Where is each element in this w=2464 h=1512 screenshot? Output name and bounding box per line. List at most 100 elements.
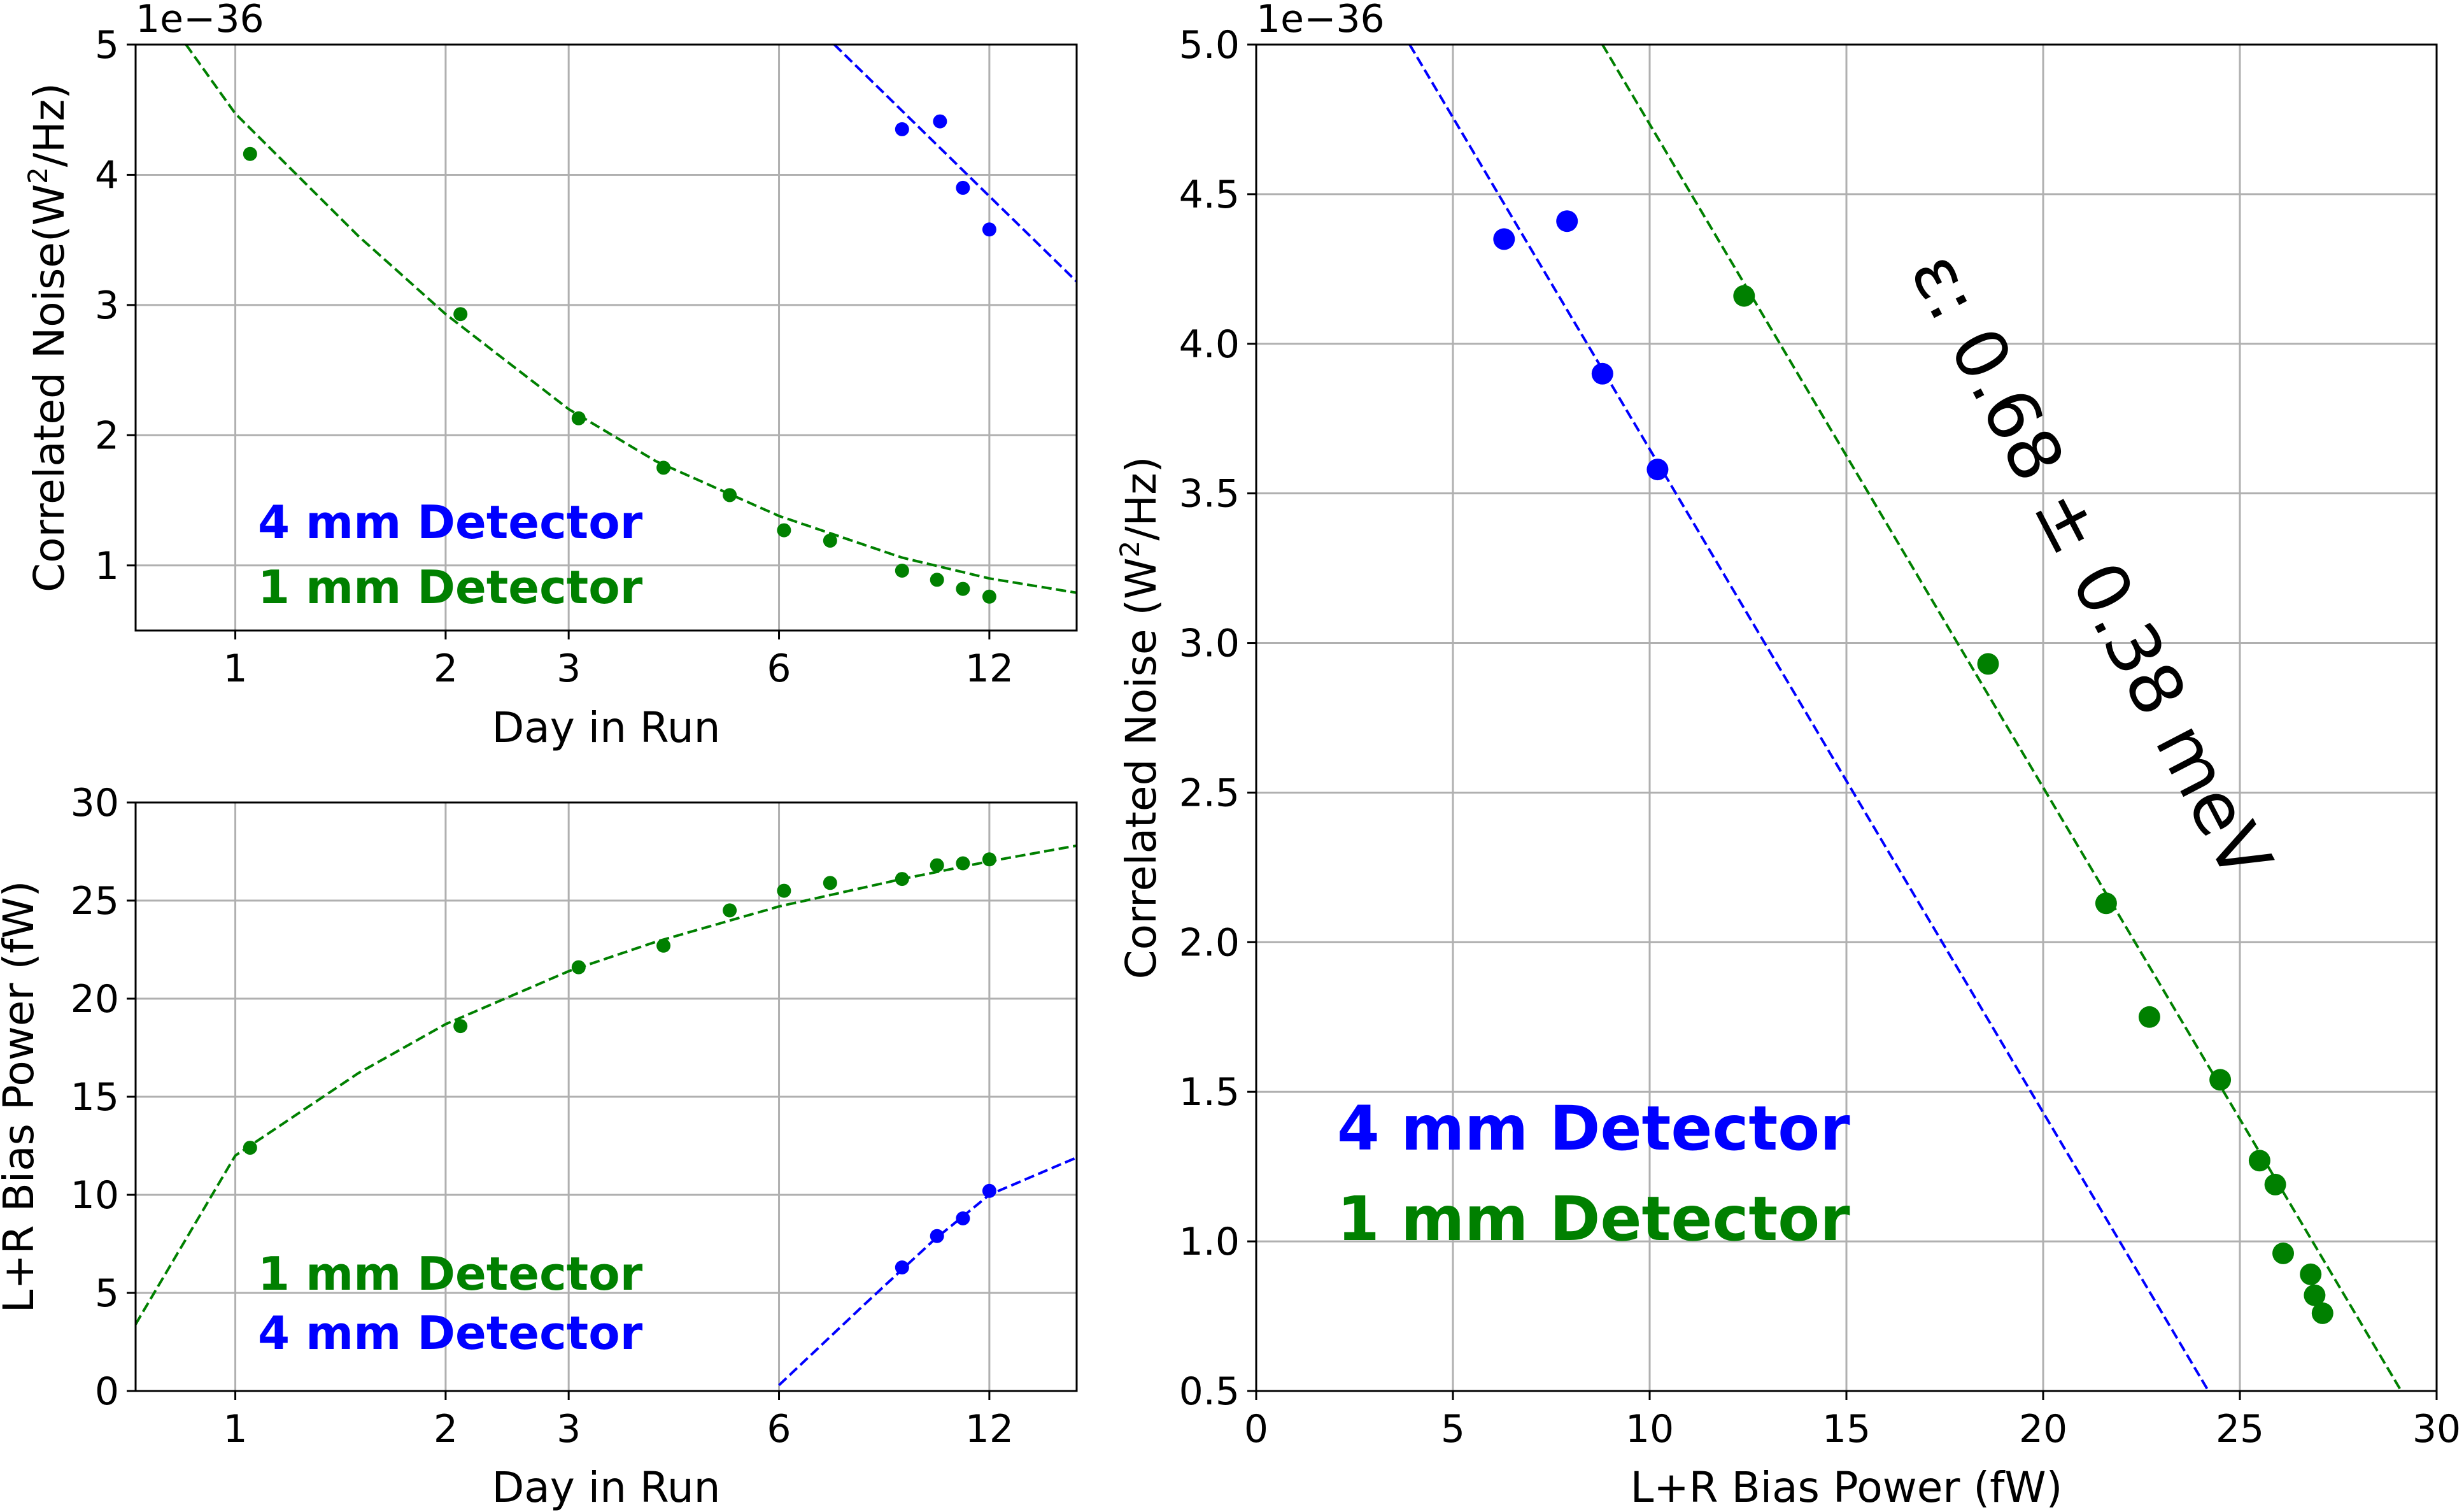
noise-vs-power-y-tick-label: 3.0 (1179, 622, 1240, 666)
power-vs-day-y-ticks: 0 5 10 15 20 25 30 (71, 781, 136, 1414)
power-vs-day-y-tick-label: 5 (95, 1271, 119, 1316)
power-vs-day-point-1-mm-detector (777, 883, 791, 898)
noise-vs-power-points (1493, 210, 2333, 1324)
noise-vs-power-y-ticks: 0.5 1.0 1.5 2.0 2.5 3.0 3.5 4.0 4.5 5.0 (1179, 23, 1256, 1414)
power-vs-day-point-1-mm-detector (723, 903, 737, 918)
power-vs-day-x-tick-label: 1 (223, 1407, 247, 1451)
noise-vs-power-point-1-mm-detector (2095, 892, 2117, 915)
noise-vs-day-legend-1mm: 1 mm Detector (258, 560, 643, 614)
noise-vs-power-x-tick-label: 5 (1441, 1407, 1465, 1451)
power-vs-day-point-1-mm-detector (571, 960, 586, 974)
noise-vs-day-fit-lines (185, 45, 1077, 594)
power-vs-day-point-1-mm-detector (895, 872, 909, 887)
noise-vs-power-legend-4mm: 4 mm Detector (1337, 1093, 1850, 1164)
noise-vs-day-point-4-mm-detector (933, 114, 947, 129)
power-vs-day-grid (136, 801, 1077, 1392)
noise-vs-day-point-1-mm-detector (930, 573, 944, 587)
noise-vs-power-panel: 0 5 10 15 20 25 30 0.5 1.0 1.5 2.0 2.5 3.0 3.5 4.0 4.5… (1114, 0, 2461, 1512)
power-vs-day-x-ticks: 1 2 3 6 12 (223, 1391, 1014, 1451)
power-vs-day-legend-4mm: 4 mm Detector (258, 1306, 643, 1360)
noise-vs-day-point-1-mm-detector (656, 460, 671, 475)
noise-vs-day-x-tick-label: 2 (434, 646, 458, 691)
power-vs-day-x-tick-label: 2 (434, 1407, 458, 1451)
noise-vs-power-x-tick-label: 30 (2412, 1407, 2461, 1451)
noise-vs-day-x-tick-label: 3 (556, 646, 581, 691)
noise-vs-day-legend-4mm: 4 mm Detector (258, 496, 643, 549)
power-vs-day-legend-1mm: 1 mm Detector (258, 1247, 643, 1301)
noise-vs-power-x-label: L+R Bias Power (fW) (1631, 1463, 2063, 1512)
noise-vs-power-point-4-mm-detector (1493, 228, 1515, 250)
power-vs-day-point-1-mm-detector (982, 852, 996, 867)
noise-vs-day-y-tick-label: 4 (95, 153, 119, 197)
noise-vs-power-offset-text: 1e−36 (1256, 0, 1385, 41)
noise-vs-day-y-tick-label: 1 (95, 544, 119, 588)
power-vs-day-x-tick-label: 12 (965, 1407, 1014, 1451)
noise-vs-power-point-4-mm-detector (1646, 459, 1669, 481)
noise-vs-day-points (243, 114, 996, 604)
power-vs-day-y-tick-label: 25 (71, 879, 119, 924)
noise-vs-day-point-1-mm-detector (571, 411, 586, 425)
noise-vs-power-y-tick-label: 0.5 (1179, 1369, 1240, 1414)
power-vs-day-y-tick-label: 15 (71, 1075, 119, 1120)
noise-vs-power-y-tick-label: 3.5 (1179, 472, 1240, 517)
noise-vs-power-y-tick-label: 1.5 (1179, 1070, 1240, 1115)
power-vs-day-y-tick-label: 30 (71, 781, 119, 825)
noise-vs-power-point-1-mm-detector (1977, 653, 1999, 675)
power-vs-day-fit-lines (136, 844, 1077, 1387)
power-vs-day-point-4-mm-detector (930, 1229, 944, 1243)
noise-vs-power-y-label: Correlated Noise (W2/Hz) (1114, 457, 1166, 980)
noise-vs-power-point-1-mm-detector (2311, 1302, 2333, 1324)
noise-vs-day-frame (134, 43, 1078, 632)
noise-vs-power-point-1-mm-detector (2272, 1242, 2294, 1264)
noise-vs-day-point-1-mm-detector (823, 533, 837, 548)
noise-vs-power-y-tick-label: 1.0 (1179, 1220, 1240, 1264)
power-vs-day-y-tick-label: 20 (71, 977, 119, 1022)
noise-vs-day-point-1-mm-detector (777, 523, 791, 538)
power-vs-day-fit-1-mm-detector (136, 844, 1077, 1325)
noise-vs-day-x-ticks: 1 2 3 6 12 (223, 631, 1014, 691)
noise-vs-power-y-tick-label: 4.5 (1179, 173, 1240, 217)
noise-vs-day-point-1-mm-detector (895, 564, 909, 578)
power-vs-day-point-1-mm-detector (823, 876, 837, 890)
noise-vs-day-y-tick-label: 3 (95, 283, 119, 328)
noise-vs-day-point-1-mm-detector (982, 589, 996, 604)
power-vs-day-y-tick-label: 10 (71, 1173, 119, 1218)
power-vs-day-points (243, 852, 996, 1274)
noise-vs-power-x-ticks: 0 5 10 15 20 25 30 (1244, 1391, 2461, 1451)
noise-vs-day-fit-1-mm-detector (185, 45, 1077, 594)
noise-vs-day-point-4-mm-detector (895, 122, 909, 136)
noise-vs-power-x-tick-label: 10 (1625, 1407, 1674, 1451)
noise-vs-day-x-tick-label: 1 (223, 646, 247, 691)
epsilon-annotation: ε: 0.68 ± 0.38 meV (1894, 239, 2288, 892)
noise-vs-day-y-tick-label: 5 (95, 23, 119, 68)
noise-vs-power-fit-4-mm-detector (1408, 45, 2210, 1391)
power-vs-day-point-1-mm-detector (656, 938, 671, 953)
power-vs-day-y-tick-label: 0 (95, 1369, 119, 1414)
noise-vs-power-y-tick-label: 2.0 (1179, 920, 1240, 965)
power-vs-day-point-1-mm-detector (243, 1141, 257, 1155)
noise-vs-power-point-1-mm-detector (2209, 1069, 2232, 1091)
noise-vs-day-y-ticks: 1 2 3 4 5 (95, 23, 136, 588)
noise-vs-day-offset-text: 1e−36 (136, 0, 264, 41)
noise-vs-power-point-1-mm-detector (2138, 1006, 2160, 1028)
power-vs-day-fit-4-mm-detector (778, 1156, 1077, 1387)
noise-vs-day-y-tick-label: 2 (95, 413, 119, 458)
noise-vs-day-y-label: Correlated Noise(W2/Hz) (22, 83, 74, 592)
noise-vs-day-point-1-mm-detector (723, 488, 737, 503)
power-vs-day-point-1-mm-detector (453, 1019, 468, 1034)
noise-vs-day-x-label: Day in Run (492, 703, 720, 752)
noise-vs-day-point-4-mm-detector (982, 222, 996, 237)
noise-vs-power-x-tick-label: 0 (1244, 1407, 1268, 1451)
power-vs-day-x-label: Day in Run (492, 1463, 720, 1512)
power-vs-day-point-1-mm-detector (930, 858, 944, 873)
noise-vs-day-x-tick-label: 6 (767, 646, 791, 691)
power-vs-day-x-tick-label: 6 (767, 1407, 791, 1451)
noise-vs-power-y-tick-label: 5.0 (1179, 23, 1240, 68)
noise-vs-power-point-1-mm-detector (1733, 285, 1755, 307)
noise-vs-day-point-1-mm-detector (956, 581, 970, 596)
noise-vs-day-panel: 1 2 3 6 1 2 1 2 3 4 5 1e−36 Day in Run Correlated… (22, 0, 1078, 752)
noise-vs-power-point-4-mm-detector (1591, 362, 1613, 385)
power-vs-day-point-4-mm-detector (956, 1211, 970, 1225)
noise-vs-power-y-tick-label: 4.0 (1179, 322, 1240, 367)
